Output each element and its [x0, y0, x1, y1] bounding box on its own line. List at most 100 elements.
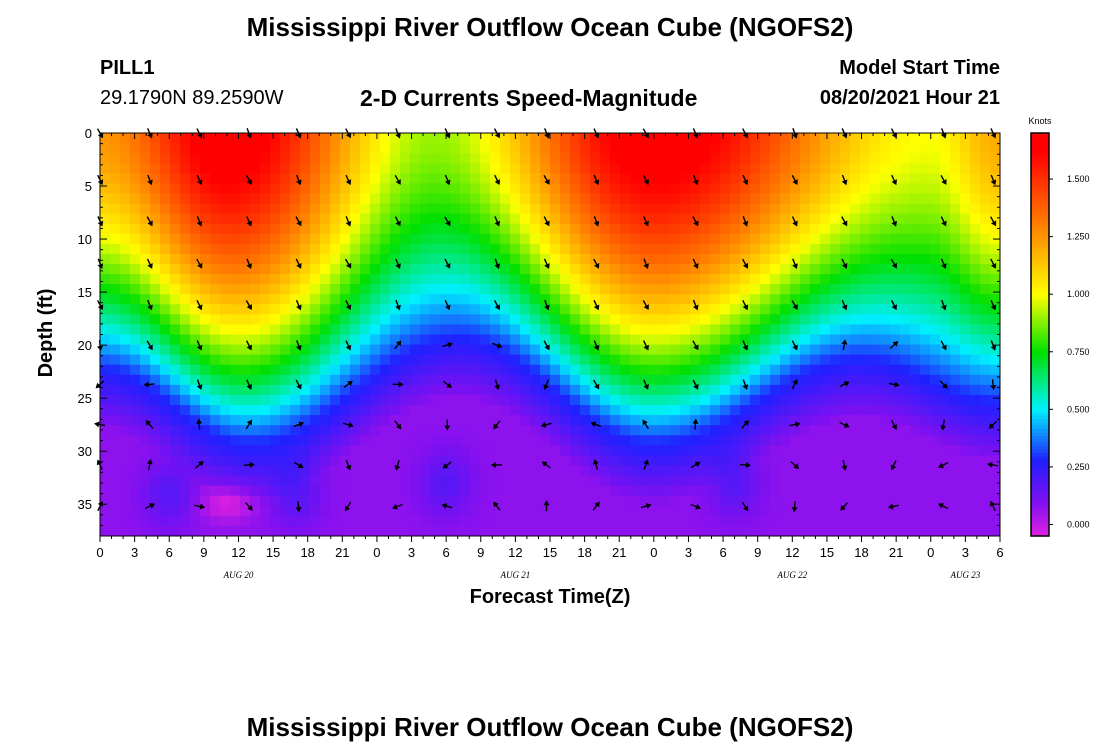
heatmap-cell — [800, 374, 811, 386]
heatmap-cell — [160, 405, 171, 416]
current-vector-arrow — [791, 340, 798, 351]
heatmap-cell — [650, 475, 661, 487]
heatmap-cell — [100, 223, 111, 235]
heatmap-cell — [860, 515, 871, 527]
heatmap-cell — [900, 415, 911, 426]
heatmap-cell — [890, 143, 901, 154]
heatmap-cell — [920, 183, 931, 195]
heatmap-cell — [710, 435, 721, 446]
heatmap-cell — [200, 425, 211, 436]
heatmap-cell — [350, 515, 361, 527]
heatmap-cell — [310, 485, 321, 497]
heatmap-cell — [790, 243, 801, 255]
heatmap-cell — [740, 344, 751, 356]
colorbar-segment — [1031, 270, 1049, 275]
heatmap-cell — [130, 223, 141, 235]
heatmap-cell — [640, 133, 651, 144]
heatmap-cell — [560, 344, 571, 356]
heatmap-cell — [270, 143, 281, 154]
heatmap-cell — [960, 233, 971, 245]
heatmap-cell — [960, 394, 971, 406]
heatmap-cell — [950, 415, 961, 426]
heatmap-cell — [700, 253, 711, 265]
heatmap-cell — [940, 425, 951, 436]
heatmap-cell — [790, 274, 801, 285]
heatmap-cell — [950, 405, 961, 416]
heatmap-cell — [140, 304, 151, 315]
heatmap-cell — [920, 334, 931, 346]
heatmap-cell — [180, 324, 191, 336]
heatmap-cell — [900, 324, 911, 336]
heatmap-cell — [740, 425, 751, 436]
heatmap-cell — [700, 475, 711, 487]
heatmap-cell — [970, 133, 981, 144]
heatmap-cell — [930, 505, 941, 517]
heatmap-cell — [940, 505, 951, 517]
heatmap-cell — [110, 133, 121, 144]
date-label: AUG 20 — [223, 570, 254, 580]
heatmap-cell — [320, 374, 331, 386]
heatmap-cell — [720, 405, 731, 416]
heatmap-cell — [570, 324, 581, 336]
heatmap-cell — [760, 465, 771, 477]
heatmap-cell — [490, 304, 501, 315]
heatmap-cell — [410, 304, 421, 315]
heatmap-cell — [610, 233, 621, 245]
heatmap-cell — [830, 415, 841, 426]
heatmap-cell — [460, 314, 471, 326]
current-vector-arrow — [890, 419, 897, 430]
heatmap-cell — [930, 515, 941, 527]
heatmap-cell — [380, 525, 391, 536]
heatmap-cell — [120, 294, 131, 305]
heatmap-cell — [430, 243, 441, 255]
heatmap-cell — [140, 515, 151, 527]
heatmap-cell — [460, 425, 471, 436]
heatmap-cell — [660, 435, 671, 446]
heatmap-cell — [240, 223, 251, 235]
heatmap-cell — [920, 445, 931, 456]
heatmap-cell — [550, 314, 561, 326]
heatmap-cell — [470, 415, 481, 426]
heatmap-cell — [760, 233, 771, 245]
heatmap-cell — [310, 294, 321, 305]
heatmap-cell — [100, 324, 111, 336]
heatmap-cell — [810, 213, 821, 225]
heatmap-cell — [700, 183, 711, 195]
heatmap-cell — [420, 284, 431, 295]
current-vector-arrow — [442, 380, 453, 388]
heatmap-cell — [870, 334, 881, 346]
heatmap-cell — [980, 415, 991, 426]
heatmap-cell — [990, 384, 1000, 396]
heatmap-cell — [860, 133, 871, 144]
heatmap-cell — [130, 163, 141, 174]
heatmap-cell — [140, 153, 151, 164]
heatmap-cell — [810, 425, 821, 436]
heatmap-cell — [530, 525, 541, 536]
heatmap-cell — [260, 324, 271, 336]
heatmap-cell — [700, 364, 711, 376]
heatmap-cell — [840, 374, 851, 386]
heatmap-cell — [790, 364, 801, 376]
heatmap-cell — [200, 263, 211, 275]
heatmap-cell — [640, 475, 651, 487]
heatmap-cell — [270, 223, 281, 235]
heatmap-cell — [500, 465, 511, 477]
heatmap-cell — [930, 153, 941, 164]
current-vector-arrow — [940, 340, 947, 351]
heatmap-cell — [800, 243, 811, 255]
heatmap-cell — [140, 455, 151, 467]
heatmap-cell — [800, 294, 811, 305]
heatmap-cell — [140, 364, 151, 376]
heatmap-cell — [160, 435, 171, 446]
heatmap-cell — [900, 475, 911, 487]
heatmap-cell — [260, 274, 271, 285]
heatmap-cell — [250, 143, 261, 154]
heatmap-cell — [810, 344, 821, 356]
heatmap-cell — [290, 233, 301, 245]
heatmap-cell — [770, 183, 781, 195]
heatmap-cell — [530, 405, 541, 416]
heatmap-cell — [880, 274, 891, 285]
heatmap-cell — [220, 455, 231, 467]
heatmap-cell — [810, 384, 821, 396]
heatmap-cell — [540, 243, 551, 255]
